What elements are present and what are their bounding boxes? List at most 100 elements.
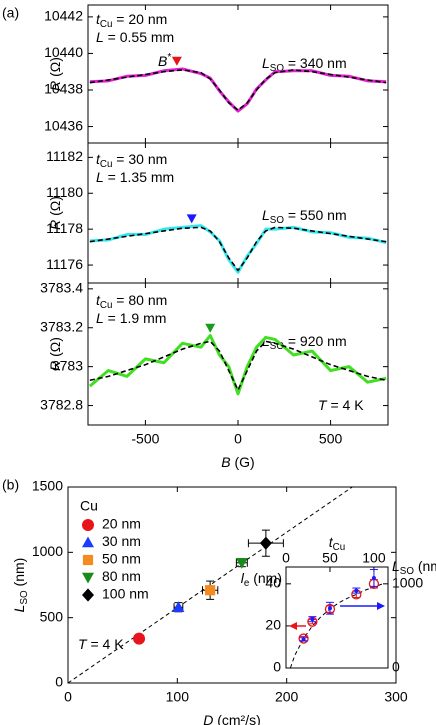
- label-part: Cu: [100, 159, 113, 170]
- y-axis-label: R (Ω): [47, 196, 63, 230]
- legend-label: 20 nm: [102, 516, 141, 532]
- data-line: [89, 224, 387, 274]
- label-part: D: [203, 712, 213, 725]
- x-tick-label: 50: [322, 550, 338, 566]
- plot-frame: [285, 566, 389, 669]
- annotation: LSO = 920 nm: [262, 333, 347, 352]
- legend-label: 30 nm: [102, 533, 141, 549]
- label-part: SO: [270, 215, 285, 226]
- annotation: LSO = 550 nm: [262, 207, 347, 226]
- point: [310, 617, 315, 622]
- y-axis-label: R (Ω): [47, 337, 63, 371]
- label-part: L: [262, 333, 270, 349]
- label-part: L: [262, 55, 270, 71]
- label-part: T: [78, 636, 88, 652]
- point: [205, 585, 216, 596]
- y-tick-label: 10438: [44, 81, 83, 97]
- label-part: Cu: [333, 542, 346, 553]
- y-tick-label: 1500: [32, 478, 63, 494]
- fit-line: [89, 69, 387, 111]
- label-part: = 4 K: [327, 397, 365, 413]
- label-part: (nm): [11, 558, 27, 591]
- label-part: t: [329, 534, 334, 550]
- label-part: t: [96, 292, 101, 308]
- label-part: (G): [231, 454, 255, 470]
- label-part: = 920 nm: [284, 333, 347, 349]
- point: [235, 557, 248, 569]
- label-part: l: [241, 570, 245, 586]
- label-part: B: [221, 454, 230, 470]
- label-part: T: [318, 397, 328, 413]
- y-tick-label: 11180: [46, 184, 83, 200]
- label-part: SO: [270, 63, 285, 74]
- x-tick-label: -500: [131, 431, 159, 447]
- y-axis-label: LSO (nm): [11, 558, 30, 613]
- label-part: R: [47, 361, 63, 371]
- label-part: (nm): [414, 558, 436, 574]
- y-tick-label: 10442: [44, 8, 83, 24]
- label-part: (nm): [249, 570, 282, 586]
- y-tick-label: 3783.4: [40, 280, 83, 296]
- data-line: [89, 67, 387, 113]
- point: [327, 606, 332, 611]
- legend-marker: [82, 554, 94, 566]
- inset-background: [286, 567, 388, 668]
- x-tick-label: 0: [234, 431, 242, 447]
- y-tick-label: 10440: [44, 44, 83, 60]
- plot-frame: [67, 486, 397, 684]
- x-tick-label: 0: [282, 550, 290, 566]
- point: [301, 637, 306, 642]
- label-part: (Ω): [47, 196, 63, 220]
- x-tick-label: 0: [64, 689, 72, 705]
- y-tick-label: 40: [265, 575, 281, 591]
- annotation: LSO = 340 nm: [262, 55, 347, 74]
- arrow-head: [377, 602, 385, 610]
- annotation: B*: [158, 51, 171, 69]
- point: [259, 536, 272, 550]
- label-part: = 20 nm: [112, 11, 167, 27]
- annotation: tCu = 80 nm: [96, 292, 167, 311]
- b-star-marker: [205, 323, 216, 333]
- y-tick-label: 3782.8: [40, 396, 83, 412]
- label-part: = 1.9 mm: [104, 310, 167, 326]
- label-part: t: [96, 11, 101, 27]
- x-tick-label: 100: [166, 689, 190, 705]
- annotation: L = 0.55 mm: [96, 29, 174, 45]
- y-tick-label: 3783.2: [40, 318, 83, 334]
- annotation: tCu = 20 nm: [96, 11, 167, 30]
- point: [371, 575, 376, 580]
- label-part: SO: [400, 566, 415, 577]
- label-part: SO: [270, 341, 285, 352]
- y-tick-label: 0: [273, 659, 281, 675]
- label-part: B: [158, 53, 167, 69]
- label-part: = 30 nm: [112, 151, 167, 167]
- legend-label: 100 nm: [102, 586, 149, 602]
- label-part: (cm²/s): [213, 712, 260, 725]
- legend-label: 50 nm: [102, 551, 141, 567]
- label-part: SO: [19, 590, 30, 605]
- panel-label: (a): [2, 5, 19, 21]
- y-tick-label: 0: [55, 674, 63, 690]
- label-part: L: [392, 558, 400, 574]
- data-line: [88, 334, 387, 396]
- label-part: R: [47, 220, 63, 230]
- label-part: = 80 nm: [112, 292, 167, 308]
- y-tick-label: 10436: [44, 117, 83, 133]
- x-tick-label: 300: [384, 689, 408, 705]
- label-part: = 0.55 mm: [104, 29, 174, 45]
- label-part: Cu: [100, 19, 113, 30]
- annotation: T = 4 K: [318, 397, 364, 413]
- y-axis-label: le (nm): [241, 570, 282, 589]
- y-tick-label: 500: [40, 608, 64, 624]
- y-tick-label: 3783: [52, 357, 83, 373]
- label-part: = 550 nm: [284, 207, 347, 223]
- y-tick-label: 11176: [46, 256, 83, 272]
- annotation: L = 1.9 mm: [96, 310, 166, 326]
- label-part: L: [262, 207, 270, 223]
- label-part: R: [47, 81, 63, 91]
- x-axis-label: tCu: [329, 534, 345, 553]
- y-tick-label: 11182: [46, 148, 83, 164]
- y-tick-label: 11178: [46, 220, 83, 236]
- label-part: L: [11, 605, 27, 613]
